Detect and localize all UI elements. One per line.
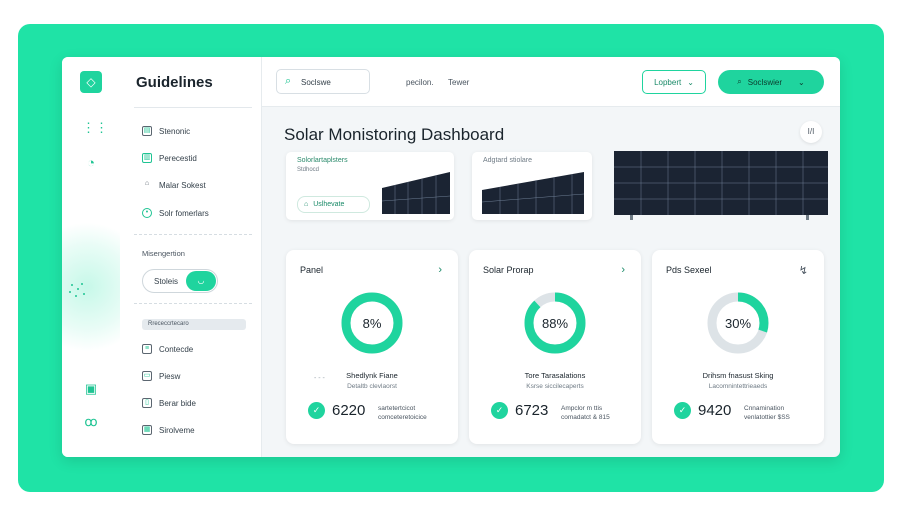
sidebar-item-piesw[interactable]: ▭ Piesw [142,368,180,384]
sidebar-title: Guidelines [136,74,213,91]
card-title: Pds Sexeel [666,265,712,275]
preview-icon: ▭ [142,371,152,381]
primary-button-label: Soclswier [747,77,782,87]
clock-icon[interactable]: ◔ [87,155,95,170]
sidebar-item-label: Berar bide [159,398,196,408]
sidebar-item-stenonic[interactable]: ▤ Stenonic [142,123,190,139]
image-card[interactable]: Solorlartaplsters Stdhocd ⌂ Uslhevate [286,152,454,220]
chevron-right-icon[interactable]: › [621,264,625,276]
card-title: Solar Prorap [483,265,534,275]
image-icon[interactable]: ▣ [84,381,98,396]
top-bar: ⌕ Soclswe pecilon. Tewer Lopbert ⌄ ⌕ Soc… [262,57,840,107]
sidebar-item-label: Stenonic [159,126,191,136]
sidebar-item-contecde[interactable]: ≡ Contecde [142,341,193,357]
sidebar-item-malar-sokest[interactable]: ⌂ Malar Sokest [142,177,206,193]
divider [134,107,252,108]
card-note: Ampclor m ttis comadatct & 815 [561,405,610,421]
large-solar-panel-image [614,151,828,220]
panel-icon: ▥ [142,153,152,163]
donut-percent: 8% [362,316,382,331]
image-card-caption: Adgtard stiolare [483,157,533,164]
card-subtitle: Tore Tarasalations [524,371,586,380]
icon-rail: ◇ ⋮⋮ ◔ ▣ ꝏ [62,57,152,457]
sidebar-item-solr-fomerlars[interactable]: • Solr fomerlars [142,205,209,221]
toggle-label: Stoleis [154,277,179,286]
divider [134,303,252,304]
card-note: Cnnamination venlatottier $SS [744,405,790,421]
grid-icon[interactable]: ⋮⋮ [82,120,108,135]
box-icon: ▤ [142,126,152,136]
image-card-caption: Solorlartaplsters [297,157,348,164]
lopbert-dropdown[interactable]: Lopbert ⌄ [642,70,706,94]
home-icon: ⌂ [144,180,150,187]
check-icon: ✓ [308,402,325,419]
settings-icon: ▦ [142,425,152,435]
sidebar-item-label: Malar Sokest [159,180,206,190]
primary-search-button[interactable]: ⌕ Soclswier ⌄ [718,70,824,94]
section-label: Misengertion [142,249,185,258]
toggle-knob-icon: ◡ [186,271,216,291]
card-value: 6723 [515,402,549,419]
curved-arrow-icon[interactable]: ↯ [798,265,808,277]
donut-chart [341,292,403,354]
sidebar-item-label: Solr fomerlars [159,208,209,218]
sidebar-bar: Rrececcrtecaro [142,319,246,330]
sidebar-item-berar-bide[interactable]: ▯ Berar bide [142,395,196,411]
card-title: Panel [300,265,324,275]
pill-label: Uslhevate [313,201,345,208]
check-icon: ✓ [674,402,691,419]
card-value: 9420 [698,402,732,419]
sidebar: Guidelines ▤ Stenonic ▥ Perecestid ⌂ Mal… [120,57,262,457]
donut-chart [524,292,586,354]
scatter-dots-icon [67,282,91,302]
card-subtitle: Drihsm fnasust Sking [702,371,774,380]
search-input[interactable]: ⌕ Soclswe [276,69,370,94]
lock-icon: ⌂ [304,201,309,208]
donut-percent: 30% [724,316,752,331]
search-icon: ⌕ [737,77,742,86]
topbar-link-1[interactable]: pecilon. [406,78,434,87]
dash-separator: - - - [314,375,325,382]
image-card-subcaption: Stdhocd [297,167,320,173]
search-icon: ⌕ [285,75,292,87]
solar-panel-image [481,172,585,214]
sidebar-item-label: Piesw [159,371,181,381]
stat-card[interactable]: Pds Sexeel ↯ 30% Drihsm fnasust Sking La… [652,250,824,444]
sidebar-item-sirolveme[interactable]: ▦ Sirolveme [142,422,195,438]
check-icon: ✓ [491,402,508,419]
stoleis-toggle[interactable]: Stoleis ◡ [142,269,218,293]
app-window: ◇ ⋮⋮ ◔ ▣ ꝏ Guidelines ▤ Stenonic ▥ Perec… [62,57,840,457]
chevron-down-icon: ⌄ [798,77,805,87]
card-subtitle: Shedlynk Fiane [346,371,398,380]
card-value: 6220 [332,402,366,419]
divider [134,234,252,235]
logo-icon[interactable]: ◇ [80,71,102,93]
sidebar-item-label: Sirolveme [159,425,195,435]
donut-chart [707,292,769,354]
list-icon: ≡ [142,344,152,354]
card-detail: Detaltb clevlaorst [347,383,397,390]
topbar-link-2[interactable]: Tewer [448,78,470,87]
sidebar-item-perecestid[interactable]: ▥ Perecestid [142,150,197,166]
users-icon[interactable]: ꝏ [84,414,98,429]
card-detail: Ksrse siccilecaperts [526,383,584,390]
sidebar-item-label: Perecestid [159,153,197,163]
dropdown-label: Lopbert [654,77,682,87]
stat-card[interactable]: Solar Prorap › 88% Tore Tarasalations Ks… [469,250,641,444]
sidebar-item-label: Contecde [159,344,194,354]
search-text: Soclswe [301,78,331,87]
solar-panel-image [381,172,451,214]
page-title: Solar Monistoring Dashboard [284,125,505,144]
corner-button[interactable]: I/I [800,121,822,143]
chevron-down-icon: ⌄ [687,77,694,87]
location-icon: • [142,208,152,218]
card-detail: Lacomnintettrieaeds [708,383,768,390]
image-card[interactable]: Adgtard stiolare [472,152,592,220]
card-note: sartetertcicot comceteretoicice [378,405,427,421]
donut-percent: 88% [541,316,569,331]
uslhevate-button[interactable]: ⌂ Uslhevate [297,196,370,213]
chevron-right-icon[interactable]: › [438,264,442,276]
doc-icon: ▯ [142,398,152,408]
stat-card[interactable]: Panel › 8% - - - Shedlynk Fiane Detaltb … [286,250,458,444]
